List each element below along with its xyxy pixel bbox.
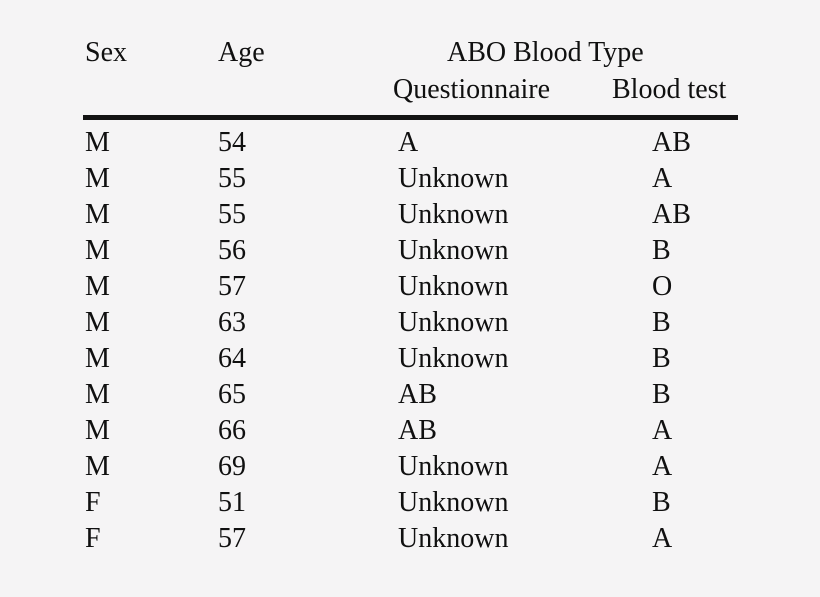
cell-sex: M bbox=[85, 235, 110, 266]
cell-age: 65 bbox=[218, 379, 246, 410]
cell-age: 63 bbox=[218, 307, 246, 338]
cell-questionnaire: A bbox=[398, 127, 419, 158]
cell-sex: M bbox=[85, 451, 110, 482]
cell-age: 69 bbox=[218, 451, 246, 482]
column-group-header-abo-blood-type: ABO Blood Type bbox=[447, 37, 644, 68]
cell-age: 66 bbox=[218, 415, 246, 446]
table-row: M 66 AB A bbox=[0, 413, 820, 449]
table-row: M 57 Unknown O bbox=[0, 269, 820, 305]
column-header-sex: Sex bbox=[85, 37, 127, 68]
table-row: F 51 Unknown B bbox=[0, 485, 820, 521]
cell-sex: M bbox=[85, 307, 110, 338]
cell-age: 56 bbox=[218, 235, 246, 266]
cell-questionnaire: Unknown bbox=[398, 199, 509, 230]
cell-sex: M bbox=[85, 199, 110, 230]
header-rule bbox=[83, 115, 738, 120]
table-row: M 54 A AB bbox=[0, 125, 820, 161]
table-row: M 64 Unknown B bbox=[0, 341, 820, 377]
table-row: M 55 Unknown A bbox=[0, 161, 820, 197]
cell-blood-test: A bbox=[652, 415, 673, 446]
table-row: M 63 Unknown B bbox=[0, 305, 820, 341]
cell-questionnaire: Unknown bbox=[398, 235, 509, 266]
cell-sex: F bbox=[85, 523, 101, 554]
column-header-age: Age bbox=[218, 37, 265, 68]
cell-sex: M bbox=[85, 271, 110, 302]
cell-blood-test: O bbox=[652, 271, 673, 302]
cell-age: 51 bbox=[218, 487, 246, 518]
cell-blood-test: A bbox=[652, 523, 673, 554]
cell-blood-test: B bbox=[652, 487, 671, 518]
cell-blood-test: A bbox=[652, 163, 673, 194]
cell-sex: M bbox=[85, 343, 110, 374]
cell-sex: F bbox=[85, 487, 101, 518]
cell-questionnaire: Unknown bbox=[398, 523, 509, 554]
cell-blood-test: B bbox=[652, 343, 671, 374]
column-header-blood-test: Blood test bbox=[612, 74, 727, 105]
cell-age: 57 bbox=[218, 523, 246, 554]
cell-sex: M bbox=[85, 379, 110, 410]
cell-age: 64 bbox=[218, 343, 246, 374]
cell-age: 57 bbox=[218, 271, 246, 302]
cell-blood-test: AB bbox=[652, 127, 691, 158]
cell-sex: M bbox=[85, 163, 110, 194]
cell-age: 55 bbox=[218, 163, 246, 194]
cell-questionnaire: Unknown bbox=[398, 163, 509, 194]
cell-questionnaire: AB bbox=[398, 415, 437, 446]
table-row: M 55 Unknown AB bbox=[0, 197, 820, 233]
cell-blood-test: AB bbox=[652, 199, 691, 230]
table-body: M 54 A AB M 55 Unknown A M 55 Unknown AB… bbox=[0, 125, 820, 557]
cell-questionnaire: Unknown bbox=[398, 271, 509, 302]
cell-questionnaire: Unknown bbox=[398, 451, 509, 482]
cell-blood-test: A bbox=[652, 451, 673, 482]
cell-age: 55 bbox=[218, 199, 246, 230]
table-row: F 57 Unknown A bbox=[0, 521, 820, 557]
cell-questionnaire: Unknown bbox=[398, 487, 509, 518]
cell-blood-test: B bbox=[652, 235, 671, 266]
cell-questionnaire: Unknown bbox=[398, 307, 509, 338]
table-row: M 56 Unknown B bbox=[0, 233, 820, 269]
table-row: M 69 Unknown A bbox=[0, 449, 820, 485]
column-header-questionnaire: Questionnaire bbox=[393, 74, 551, 105]
cell-blood-test: B bbox=[652, 379, 671, 410]
cell-questionnaire: AB bbox=[398, 379, 437, 410]
cell-questionnaire: Unknown bbox=[398, 343, 509, 374]
cell-blood-test: B bbox=[652, 307, 671, 338]
cell-sex: M bbox=[85, 415, 110, 446]
cell-sex: M bbox=[85, 127, 110, 158]
cell-age: 54 bbox=[218, 127, 246, 158]
table-row: M 65 AB B bbox=[0, 377, 820, 413]
